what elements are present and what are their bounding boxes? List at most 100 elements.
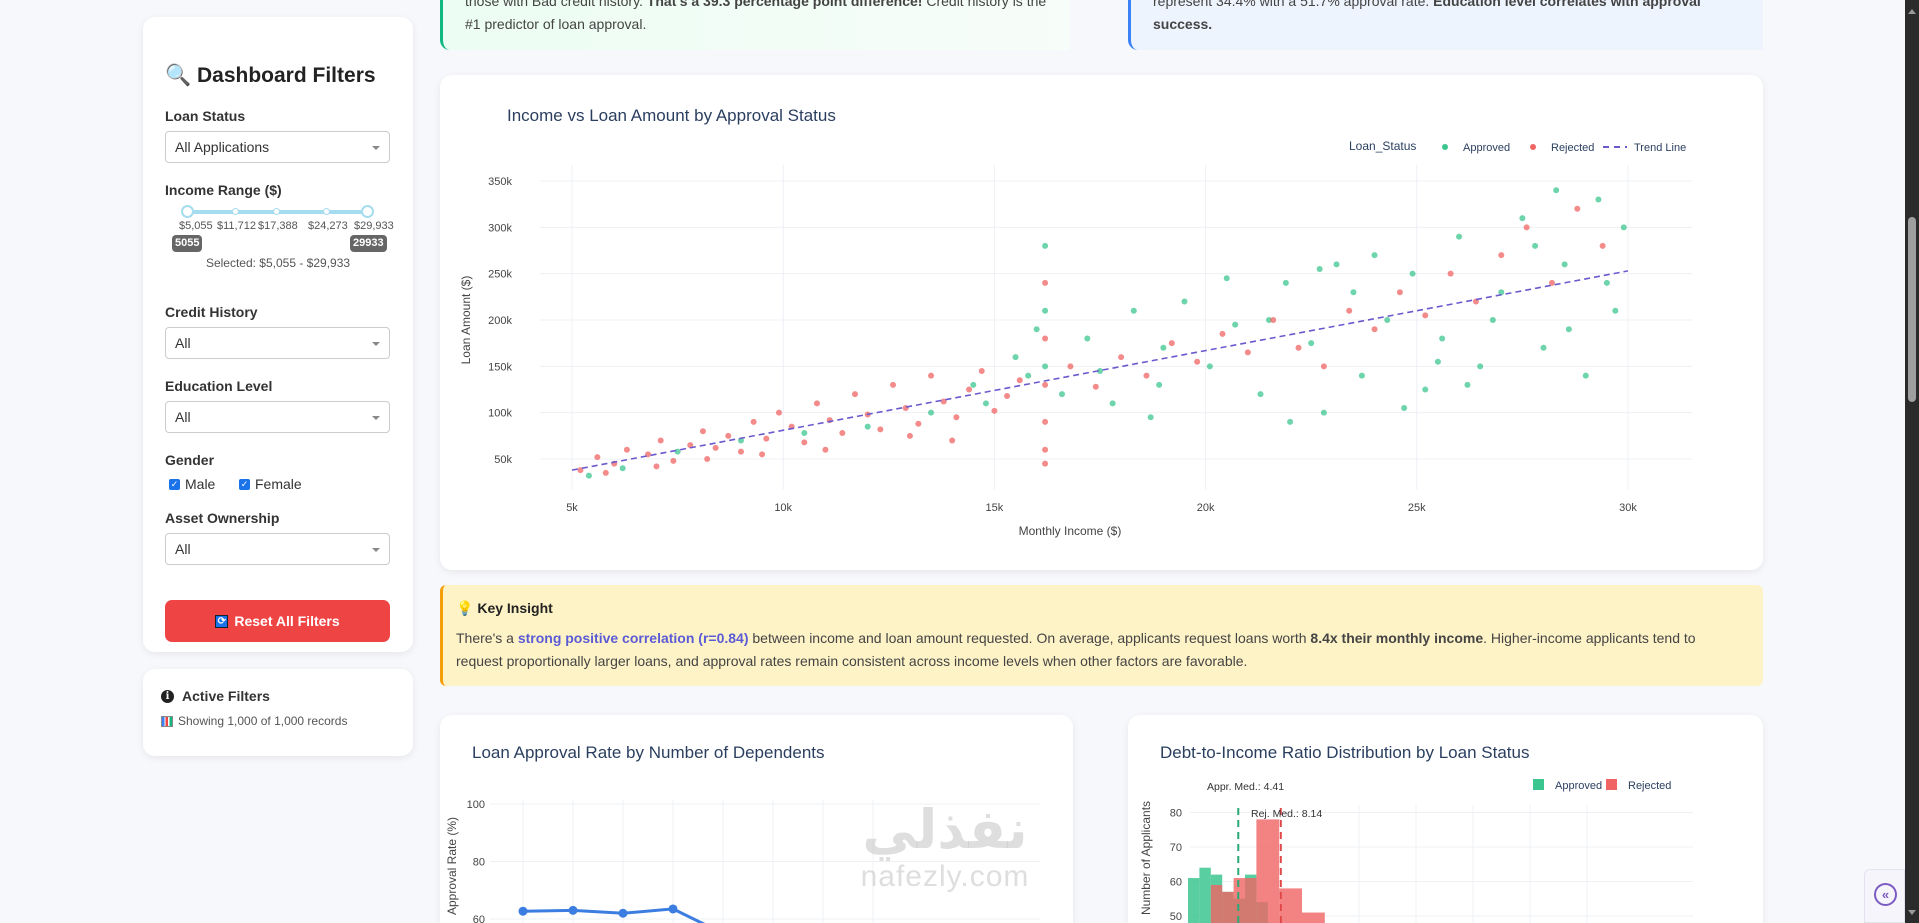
education-label: Education Level	[165, 378, 273, 394]
y-axis-title: Number of Applicants	[1139, 801, 1153, 915]
scrollbar[interactable]	[1905, 0, 1919, 923]
slider-handle-max[interactable]	[361, 205, 374, 218]
legend-label: Rejected	[1628, 780, 1671, 792]
data-point-approved	[1232, 321, 1239, 328]
checkbox-label: Male	[185, 476, 216, 492]
data-point-rejected	[1523, 224, 1530, 231]
reset-label: Reset All Filters	[234, 613, 340, 629]
bar-chart-icon	[161, 715, 173, 727]
data-point-approved	[1320, 409, 1327, 416]
legend-label: Trend Line	[1634, 142, 1686, 154]
data-point-approved	[1181, 298, 1188, 305]
data-point-rejected	[1346, 307, 1353, 314]
gender-female-option[interactable]: ✓ Female	[239, 476, 302, 492]
checkbox-checked-icon[interactable]: ✓	[239, 478, 250, 490]
data-point-rejected	[1004, 392, 1011, 399]
credit-history-label: Credit History	[165, 304, 258, 320]
scroll-down-arrow[interactable]	[1908, 910, 1916, 919]
collapse-panel-button[interactable]: «	[1864, 869, 1905, 923]
histogram-bar-rejected	[1210, 884, 1223, 923]
data-point-rejected	[1042, 460, 1049, 467]
data-point-approved	[1282, 279, 1289, 286]
data-point-rejected	[940, 398, 947, 405]
loan-status-select[interactable]: All Applications	[165, 131, 390, 163]
education-select[interactable]: All	[165, 401, 390, 433]
dependents-chart-card	[440, 715, 1073, 923]
slider-mark-label: $29,933	[354, 220, 394, 232]
x-axis-title: Monthly Income ($)	[1019, 524, 1122, 538]
data-point-rejected	[670, 457, 677, 464]
data-point-rejected	[699, 428, 706, 435]
data-point-rejected	[1396, 289, 1403, 296]
legend-label: Rejected	[1551, 142, 1594, 154]
data-point-approved	[1409, 270, 1416, 277]
data-point-rejected	[1270, 317, 1277, 323]
data-point-rejected	[763, 435, 770, 442]
reset-filters-button[interactable]: ⟳ Reset All Filters	[165, 600, 390, 642]
data-point-approved	[1477, 363, 1484, 370]
insight-bold: success.	[1153, 16, 1213, 32]
chart-title: Debt-to-Income Ratio Distribution by Loa…	[1160, 743, 1529, 762]
filters-sidebar: 🔍 Dashboard Filters Loan Status All Appl…	[143, 17, 413, 652]
records-count: Showing 1,000 of 1,000 records	[178, 714, 348, 728]
data-point-rejected	[1548, 279, 1555, 286]
data-point-rejected	[801, 439, 808, 446]
insight-text: #1 predictor of loan approval.	[465, 16, 647, 32]
lightbulb-icon: 💡	[456, 600, 474, 616]
correlation-highlight: strong positive correlation (r=0.84)	[517, 630, 749, 646]
key-insight-title: Key Insight	[477, 600, 553, 616]
trend-line	[571, 270, 1629, 471]
legend-label: Approved	[1555, 780, 1602, 792]
data-point-approved	[1561, 261, 1568, 268]
data-point-rejected	[1498, 252, 1505, 259]
line-point	[618, 908, 628, 918]
histogram-bar-rejected	[1256, 819, 1280, 923]
chart-title: Income vs Loan Amount by Approval Status	[507, 106, 836, 125]
data-point-rejected	[1042, 279, 1049, 286]
data-point-rejected	[1016, 377, 1023, 384]
data-point-approved	[1620, 224, 1627, 231]
income-selected-text: Selected: $5,055 - $29,933	[205, 256, 351, 270]
y-tick-label: 100	[467, 799, 485, 811]
credit-history-select[interactable]: All	[165, 327, 390, 359]
slider-handle-min[interactable]	[181, 205, 194, 218]
line-point	[568, 905, 578, 915]
y-tick-label: 70	[1170, 842, 1182, 854]
data-point-rejected	[775, 409, 782, 416]
y-tick-label: 50k	[494, 454, 512, 466]
x-tick-label: 5k	[566, 502, 578, 514]
asset-ownership-select[interactable]: All	[165, 533, 390, 565]
data-point-approved	[1130, 307, 1137, 314]
data-point-rejected	[822, 446, 829, 453]
gender-label: Gender	[165, 452, 215, 468]
y-tick-label: 60	[1170, 877, 1182, 889]
insight-text: those with Bad credit history.	[465, 0, 647, 9]
data-point-rejected	[1194, 358, 1201, 365]
data-point-approved	[1042, 307, 1049, 314]
scroll-up-arrow[interactable]	[1908, 5, 1916, 14]
data-point-rejected	[1219, 330, 1226, 337]
checkbox-checked-icon[interactable]: ✓	[169, 478, 180, 490]
loan-status-label: Loan Status	[165, 108, 246, 124]
legend-title: Loan_Status	[1349, 139, 1416, 153]
data-point-approved	[1109, 400, 1116, 407]
histogram-bar-rejected	[1222, 891, 1234, 923]
legend-label: Approved	[1463, 142, 1510, 154]
scrollbar-thumb[interactable]	[1908, 217, 1916, 402]
data-point-approved	[1287, 418, 1294, 425]
y-axis-title: Approval Rate (%)	[445, 817, 459, 915]
data-point-approved	[1042, 242, 1049, 249]
y-tick-label: 80	[1170, 808, 1182, 820]
data-point-rejected	[915, 420, 922, 427]
data-point-rejected	[1320, 363, 1327, 370]
select-value: All	[175, 335, 191, 351]
data-point-approved	[1156, 381, 1163, 388]
data-point-approved	[1223, 275, 1230, 282]
line-point	[668, 904, 678, 914]
data-point-rejected	[966, 386, 973, 393]
data-point-approved	[1519, 215, 1526, 222]
slider-mark-label: $17,388	[258, 220, 298, 232]
gender-male-option[interactable]: ✓ Male	[169, 476, 215, 492]
data-point-rejected	[594, 454, 601, 461]
data-point-approved	[1456, 233, 1463, 240]
